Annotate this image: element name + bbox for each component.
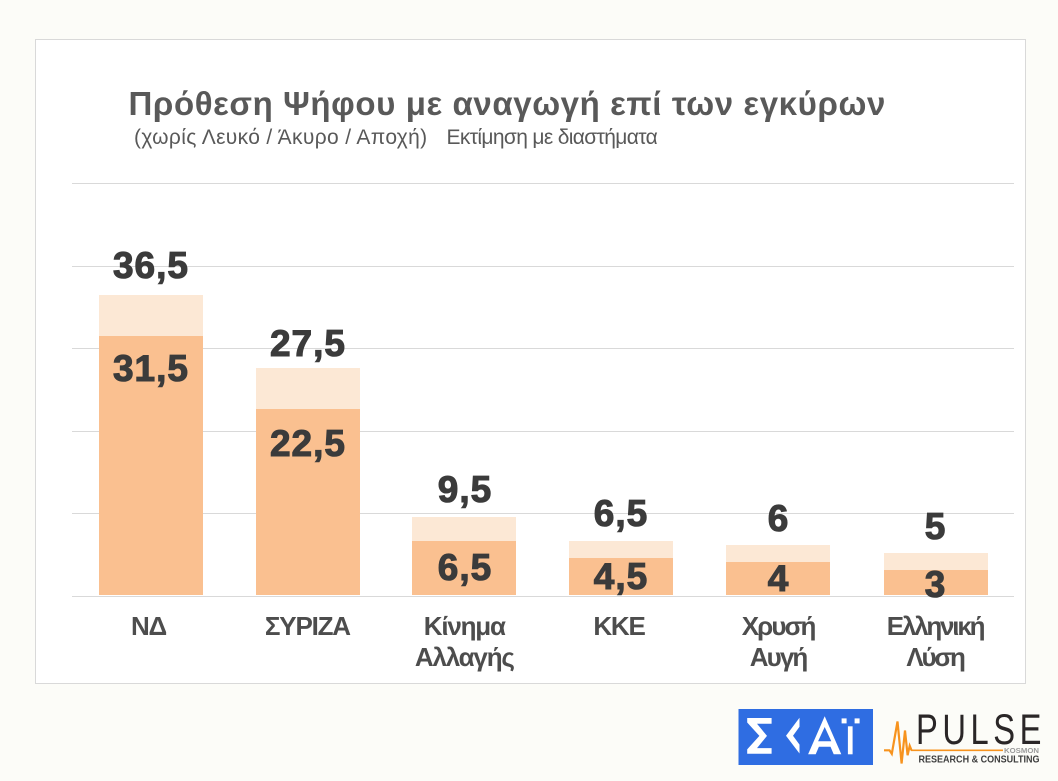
svg-text:RESEARCH & CONSULTING: RESEARCH & CONSULTING: [919, 754, 1040, 766]
svg-text:KOSMON: KOSMON: [1004, 748, 1039, 755]
svg-text:PULSE: PULSE: [916, 706, 1046, 754]
